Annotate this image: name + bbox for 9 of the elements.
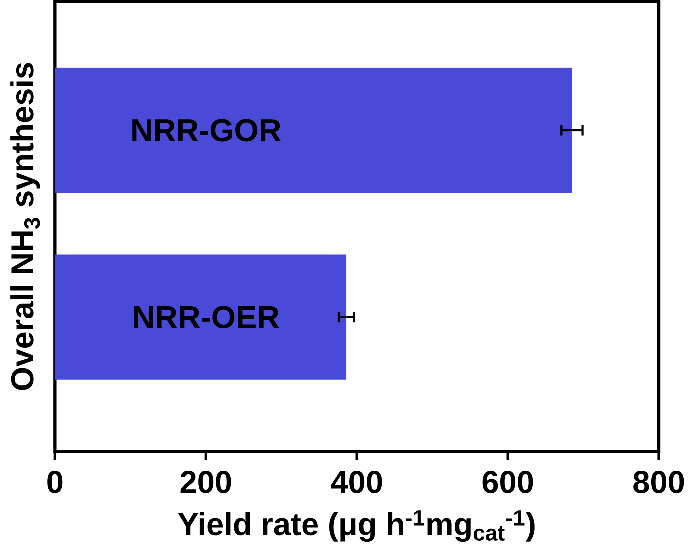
x-tick-label: 400 bbox=[331, 471, 382, 494]
y-tick-label: NRR-OER bbox=[134, 306, 280, 329]
x-axis-title: Yield rate (μg h$^{-1}$mg$_{cat}$$^{-1}$) bbox=[178, 510, 535, 542]
x-tick-label: 0 bbox=[48, 471, 63, 494]
x-tick-label: 800 bbox=[634, 471, 684, 494]
x-tick-label: 200 bbox=[180, 471, 232, 494]
y-axis-title: Overall NH$_{3}$ synthesis bbox=[10, 63, 40, 390]
y-tick-label: NRR-GOR bbox=[132, 119, 282, 142]
x-tick-label: 600 bbox=[482, 471, 534, 494]
